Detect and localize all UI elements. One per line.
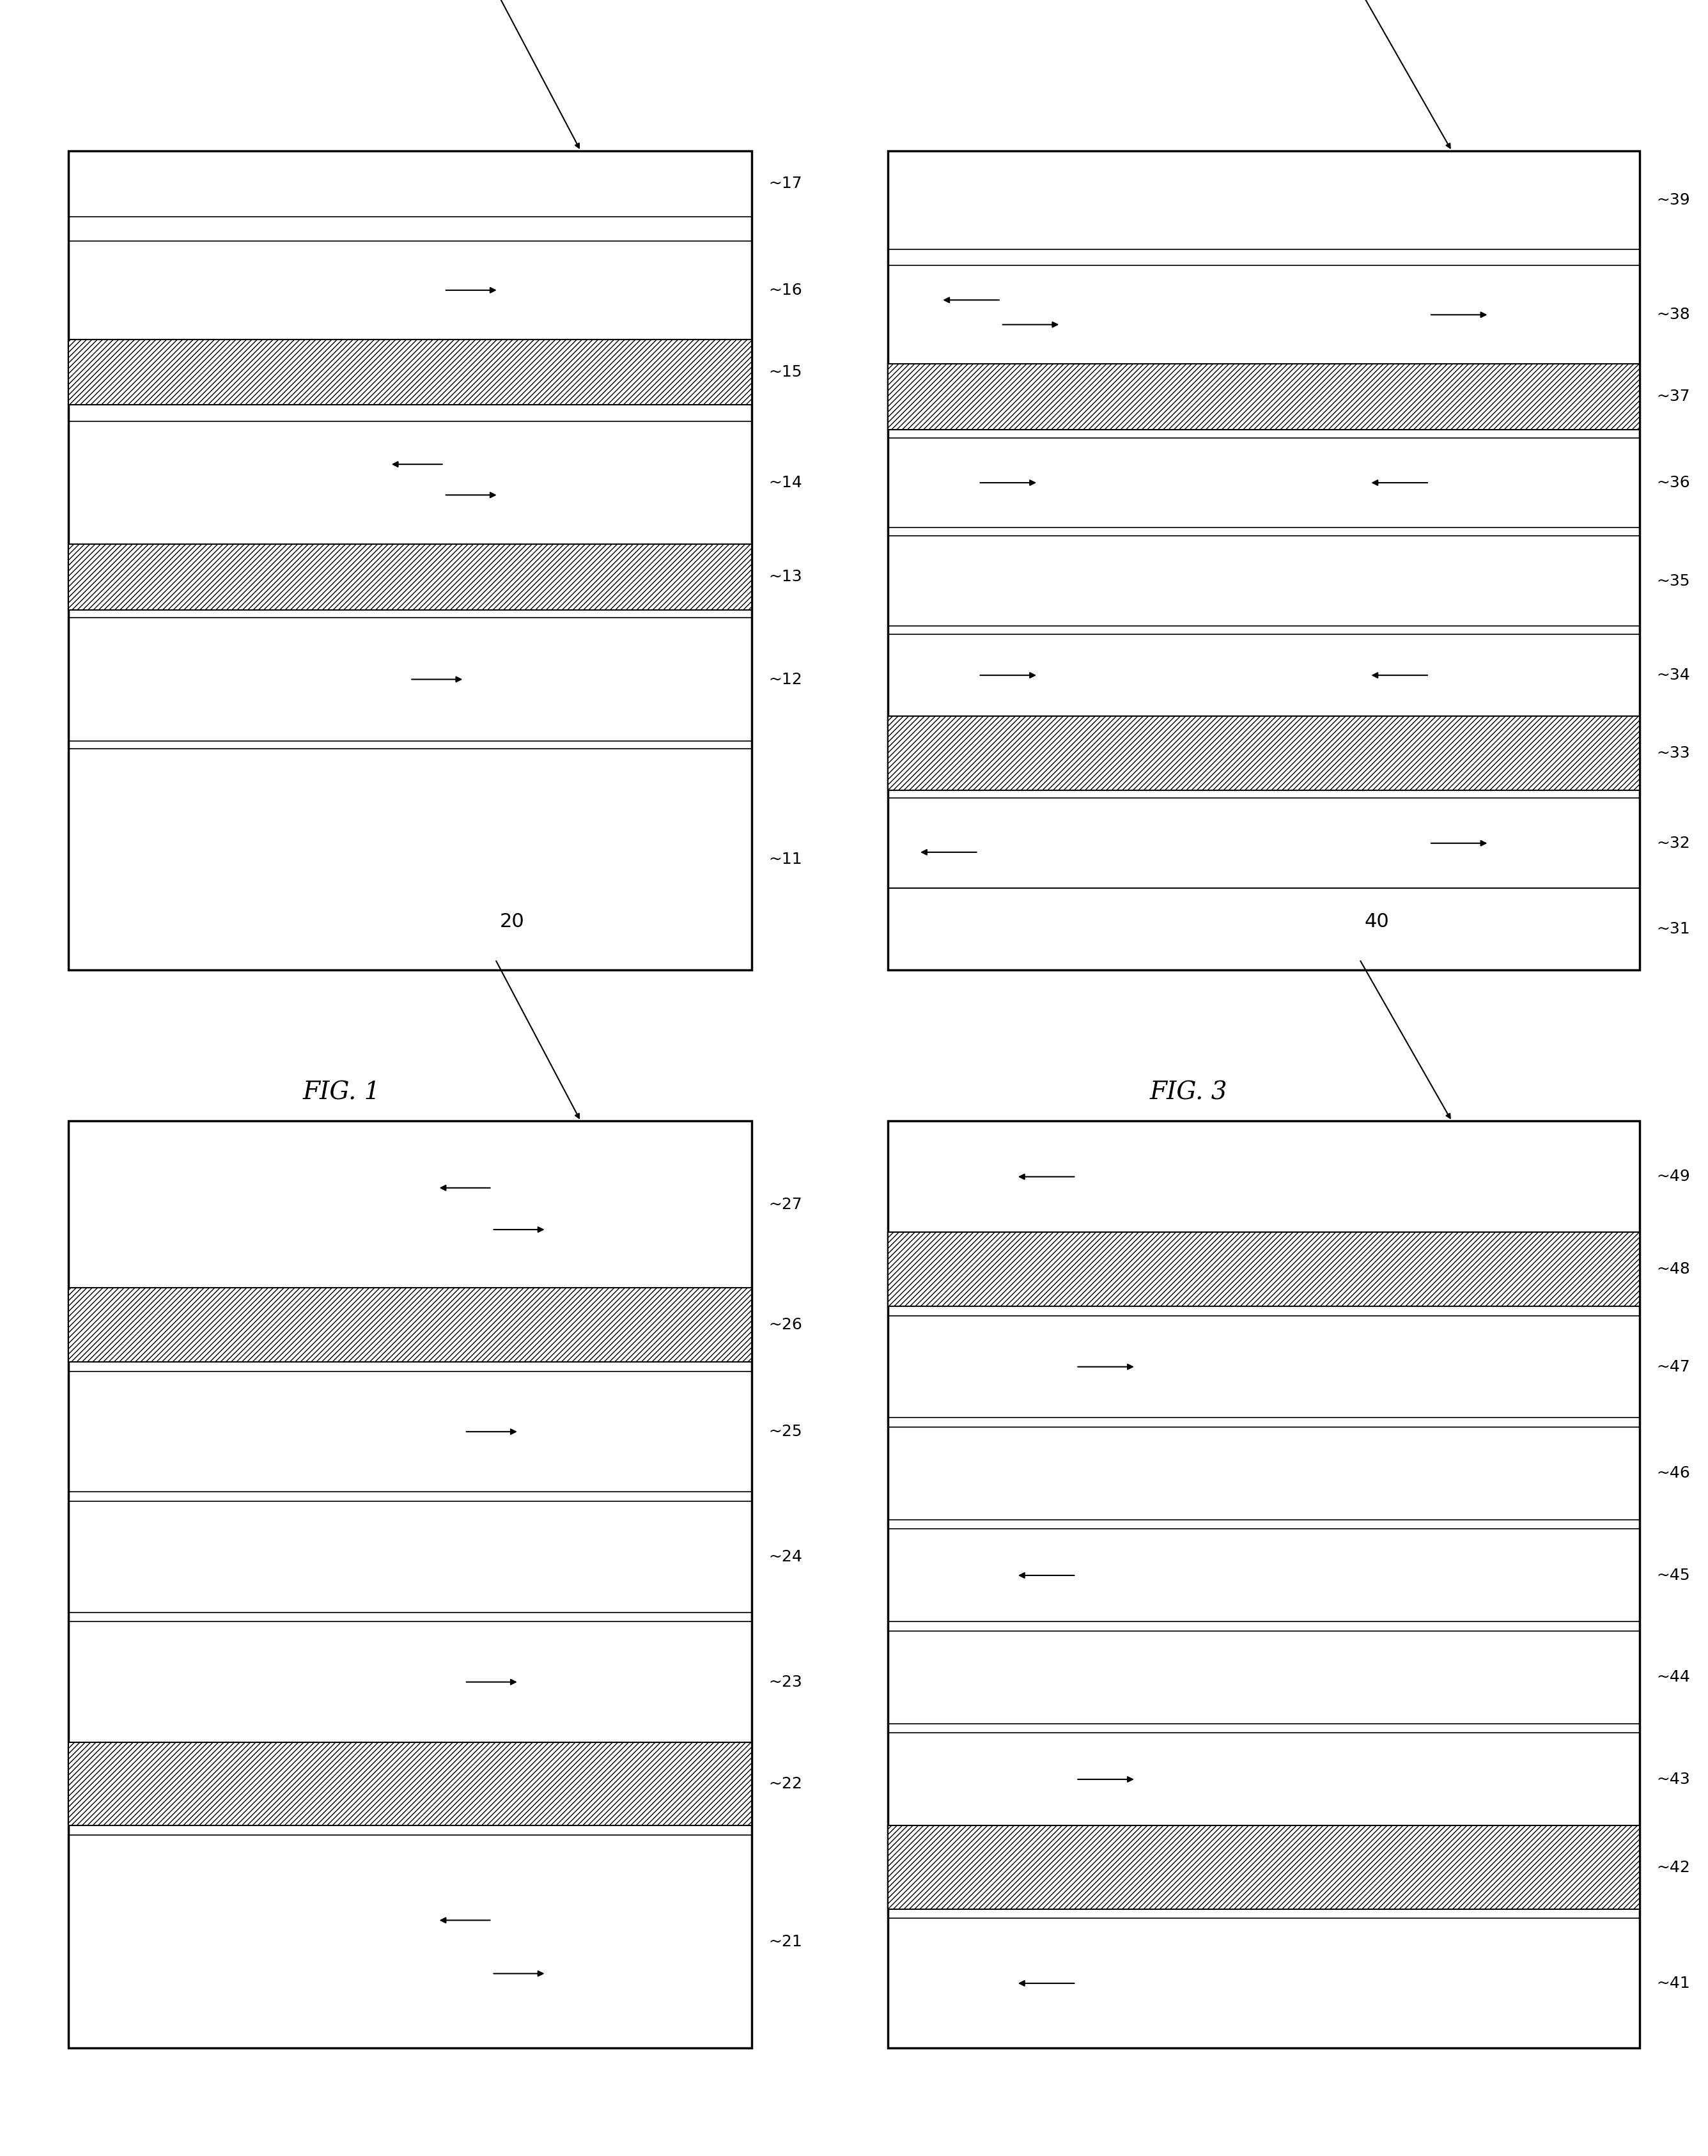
Bar xyxy=(888,364,1640,429)
Text: ~21: ~21 xyxy=(769,1934,803,1949)
Text: ~42: ~42 xyxy=(1657,1861,1691,1876)
Text: ~16: ~16 xyxy=(769,282,803,298)
Text: ~49: ~49 xyxy=(1657,1169,1691,1184)
Text: ~41: ~41 xyxy=(1657,1975,1691,1990)
Text: ~44: ~44 xyxy=(1657,1669,1691,1686)
Text: ~23: ~23 xyxy=(769,1675,803,1690)
Text: ~36: ~36 xyxy=(1657,474,1691,489)
Text: ~45: ~45 xyxy=(1657,1567,1691,1583)
Bar xyxy=(888,1121,1640,2048)
Text: FIG. 3: FIG. 3 xyxy=(1149,1080,1228,1104)
Bar xyxy=(888,1826,1640,1910)
Bar xyxy=(68,1287,752,1363)
Text: ~12: ~12 xyxy=(769,673,803,688)
Bar xyxy=(888,1233,1640,1307)
Bar xyxy=(888,716,1640,789)
Text: ~46: ~46 xyxy=(1657,1466,1691,1481)
Bar xyxy=(68,1742,752,1826)
Text: ~25: ~25 xyxy=(769,1423,803,1440)
Text: ~48: ~48 xyxy=(1657,1261,1691,1276)
Text: ~35: ~35 xyxy=(1657,573,1691,589)
Text: 40: 40 xyxy=(1365,912,1389,931)
Text: ~39: ~39 xyxy=(1657,192,1691,207)
Text: ~17: ~17 xyxy=(769,177,803,192)
Text: ~24: ~24 xyxy=(769,1550,803,1565)
Text: ~43: ~43 xyxy=(1657,1772,1691,1787)
Text: ~33: ~33 xyxy=(1657,746,1691,761)
Text: 20: 20 xyxy=(500,912,524,931)
Text: ~47: ~47 xyxy=(1657,1358,1691,1376)
Bar xyxy=(68,151,752,970)
Bar xyxy=(68,543,752,610)
Text: ~37: ~37 xyxy=(1657,388,1691,405)
Text: ~22: ~22 xyxy=(769,1777,803,1792)
Bar xyxy=(68,1121,752,2048)
Bar xyxy=(68,338,752,405)
Text: ~31: ~31 xyxy=(1657,921,1691,938)
Bar xyxy=(888,151,1640,970)
Text: ~27: ~27 xyxy=(769,1197,803,1212)
Text: ~13: ~13 xyxy=(769,569,803,584)
Text: ~11: ~11 xyxy=(769,852,803,867)
Text: ~26: ~26 xyxy=(769,1317,803,1332)
Text: FIG. 1: FIG. 1 xyxy=(302,1080,381,1104)
Text: ~38: ~38 xyxy=(1657,306,1691,323)
Text: ~15: ~15 xyxy=(769,364,803,379)
Text: ~34: ~34 xyxy=(1657,668,1691,683)
Text: ~14: ~14 xyxy=(769,474,803,489)
Text: ~32: ~32 xyxy=(1657,837,1691,852)
